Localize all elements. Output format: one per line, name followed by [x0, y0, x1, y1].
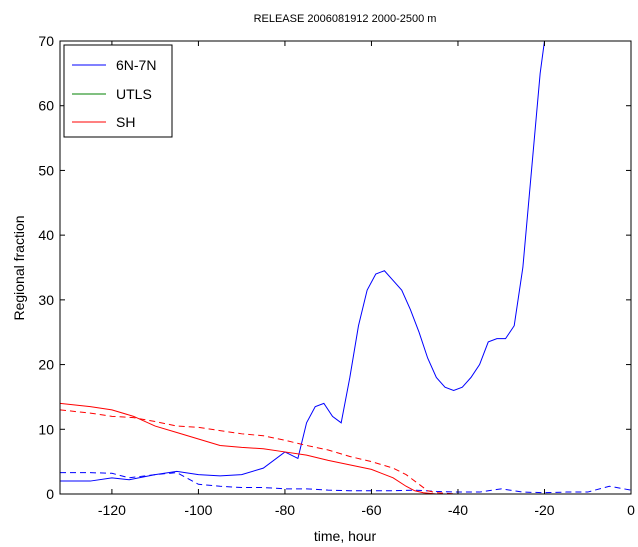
series-layer	[60, 41, 631, 494]
y-tick-label: 70	[38, 33, 54, 49]
chart-title: RELEASE 2006081912 2000-2500 m	[254, 13, 437, 25]
y-tick-label: 60	[38, 98, 54, 114]
x-tick-label: -120	[98, 502, 126, 518]
legend-box	[63, 44, 173, 138]
y-tick-label: 30	[38, 292, 54, 308]
y-tick-label: 40	[38, 227, 54, 243]
x-tick-label: -100	[184, 502, 212, 518]
series-line-1	[60, 472, 631, 494]
y-axis-label: Regional fraction	[11, 215, 27, 320]
x-axis-label: time, hour	[314, 528, 377, 544]
y-tick-label: 0	[46, 486, 54, 502]
series-line-3	[60, 402, 631, 494]
legend-label-utls: UTLS	[116, 86, 152, 102]
y-tick-label: 10	[38, 421, 54, 437]
x-tick-label: -80	[275, 502, 295, 518]
x-tick-label: 0	[627, 502, 635, 518]
x-tick-label: -20	[534, 502, 554, 518]
ticks-layer: -120 -100 -80 -60 -40 -20 0 0 10 20 30 40 50 60 70	[38, 33, 635, 518]
series-line-0	[60, 41, 545, 482]
x-tick-label: -40	[448, 502, 468, 518]
y-tick-label: 20	[38, 357, 54, 373]
plot-area	[59, 40, 632, 495]
legend-label-6n-7n: 6N-7N	[116, 57, 156, 73]
plot-frame	[59, 40, 632, 495]
y-tick-label: 50	[38, 162, 54, 178]
legend-label-sh: SH	[116, 114, 135, 130]
legend: 6N-7N UTLS SH	[63, 44, 173, 138]
series-line-4	[60, 409, 631, 494]
x-tick-label: -60	[361, 502, 381, 518]
